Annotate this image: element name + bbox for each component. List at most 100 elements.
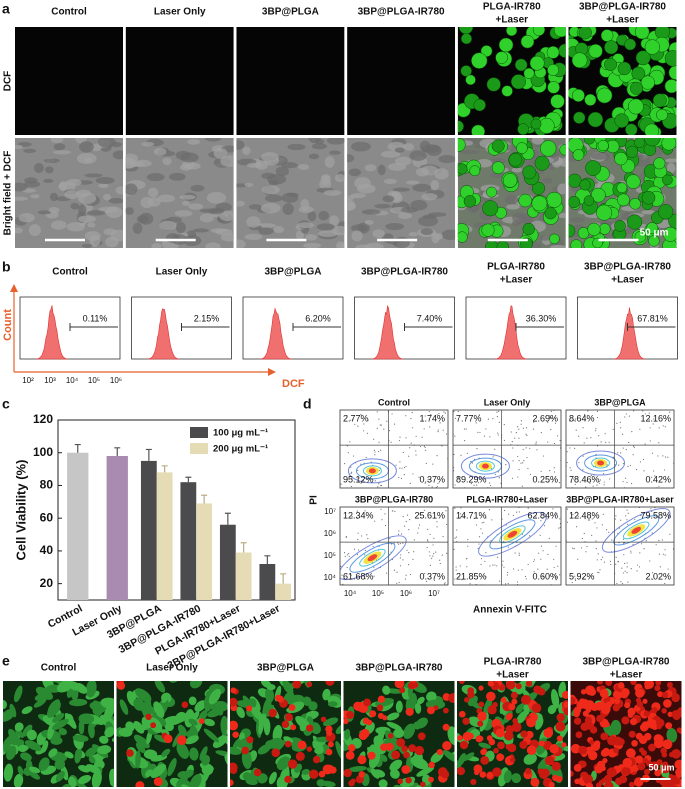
event-dot xyxy=(349,441,351,443)
event-dot xyxy=(626,481,628,484)
event-dot xyxy=(559,518,561,520)
event-dot xyxy=(619,452,622,454)
event-dot xyxy=(570,469,572,471)
event-dot xyxy=(584,419,586,421)
live-cell xyxy=(72,734,89,742)
cell-outline xyxy=(398,212,413,220)
event-dot xyxy=(455,417,457,419)
event-dot xyxy=(517,569,519,571)
cell-outline xyxy=(70,202,80,210)
event-dot xyxy=(608,441,610,443)
live-cell xyxy=(443,750,455,763)
event-dot xyxy=(477,431,479,433)
event-dot xyxy=(594,430,597,432)
dead-cell xyxy=(492,767,502,777)
live-cell xyxy=(503,770,512,783)
y-tick-label: 10⁵ xyxy=(324,551,336,560)
event-dot xyxy=(459,565,461,567)
event-dot xyxy=(347,452,349,454)
live-cell xyxy=(321,780,336,787)
dead-cell xyxy=(600,690,609,699)
event-dot xyxy=(386,420,388,422)
cell-outline xyxy=(89,235,101,247)
event-dot xyxy=(367,537,369,540)
cell-outline xyxy=(329,215,339,227)
event-dot xyxy=(625,448,627,451)
live-cell xyxy=(13,685,23,703)
event-dot xyxy=(348,555,350,558)
event-dot xyxy=(622,542,625,544)
event-dot xyxy=(586,437,588,439)
event-dot xyxy=(581,537,583,540)
event-dot xyxy=(620,519,622,521)
event-dot xyxy=(480,563,482,566)
dead-cell xyxy=(428,776,434,783)
live-cell xyxy=(327,701,338,707)
event-dot xyxy=(650,508,652,510)
event-dot xyxy=(431,486,433,488)
event-dot xyxy=(642,410,644,412)
cell-outline xyxy=(133,159,152,168)
fluorescent-cell xyxy=(546,191,563,208)
event-dot xyxy=(574,447,576,449)
event-dot xyxy=(418,527,420,529)
live-cell xyxy=(176,742,189,759)
event-dot xyxy=(497,432,499,434)
dead-cell xyxy=(232,731,239,739)
event-dot xyxy=(467,545,469,547)
event-dot xyxy=(547,553,549,555)
event-dot xyxy=(574,579,577,582)
cell-outline xyxy=(151,243,162,248)
event-dot xyxy=(624,515,627,517)
image-group xyxy=(343,681,455,787)
cell-outline xyxy=(336,241,345,248)
dead-cell xyxy=(181,701,189,709)
live-cell xyxy=(203,728,220,743)
live-cell xyxy=(13,773,24,787)
cell-outline xyxy=(95,177,115,185)
event-dot xyxy=(399,436,401,438)
event-dot xyxy=(514,437,516,439)
cell-outline xyxy=(666,162,676,174)
dead-cell xyxy=(467,687,475,694)
cell-outline xyxy=(295,230,305,241)
event-dot xyxy=(348,552,350,555)
event-dot xyxy=(357,538,359,541)
density-contour xyxy=(368,468,376,474)
error-bar xyxy=(185,476,192,483)
column-header: 3BP@PLGA xyxy=(265,267,322,278)
legend-swatch xyxy=(190,427,208,438)
event-dot xyxy=(559,439,561,442)
event-dot xyxy=(366,432,369,434)
dead-cell xyxy=(391,750,401,760)
fluorescent-cell xyxy=(641,190,656,205)
dead-cell xyxy=(505,744,512,750)
dead-cell xyxy=(663,699,672,708)
event-dot xyxy=(625,413,627,415)
cell-outline xyxy=(199,213,214,223)
cell-outline xyxy=(303,242,322,248)
gate-percentage: 6.20% xyxy=(305,313,331,323)
event-dot xyxy=(481,532,484,534)
event-dot xyxy=(596,484,598,486)
fluorescent-cell xyxy=(583,138,596,145)
event-dot xyxy=(346,415,348,417)
histogram xyxy=(259,307,293,360)
event-dot xyxy=(381,519,383,521)
event-dot xyxy=(619,421,621,423)
live-cell xyxy=(382,685,391,695)
dead-cell xyxy=(525,681,533,687)
fluorescent-cell xyxy=(496,240,509,248)
dead-cell xyxy=(642,757,649,764)
dead-cell xyxy=(401,765,411,774)
event-dot xyxy=(384,524,387,527)
dead-cell xyxy=(601,778,607,784)
event-dot xyxy=(639,461,642,463)
dead-cell xyxy=(367,751,376,760)
dead-cell xyxy=(654,769,662,777)
panel-label: b xyxy=(2,259,11,275)
y-tick-label: 10⁶ xyxy=(324,529,336,538)
event-dot xyxy=(396,582,398,584)
event-dot xyxy=(499,580,501,582)
live-cell xyxy=(322,688,331,701)
